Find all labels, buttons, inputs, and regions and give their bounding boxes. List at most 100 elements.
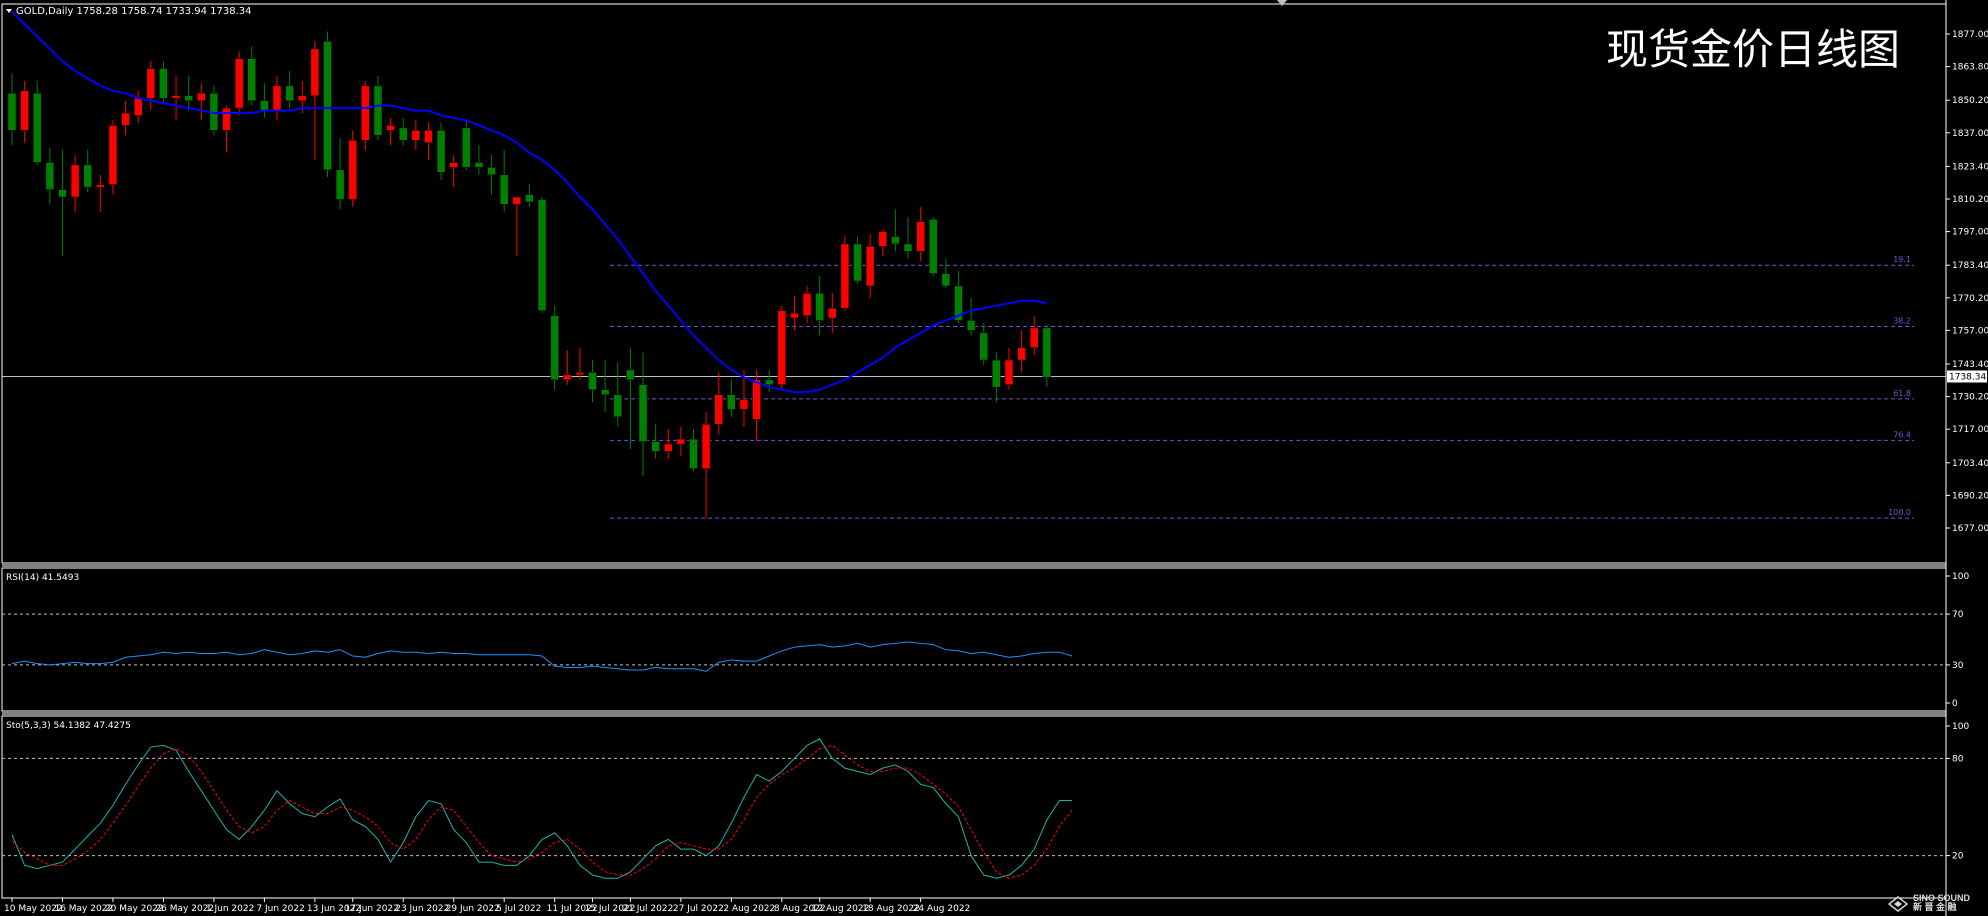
candle-body [411,130,421,141]
candle [184,75,193,111]
date-label: 27 Jul 2022 [673,904,724,914]
candle [398,117,408,146]
candle [1004,347,1014,390]
candle [676,426,686,457]
date-label: 23 Jun 2022 [395,904,449,914]
price-tick-label: 1677.00 [1952,524,1988,534]
candle-body [600,389,610,395]
date-label: 2 Aug 2022 [723,904,775,914]
candle [209,85,219,136]
candle [247,46,257,106]
sto-tick-label: 100 [1952,722,1969,732]
candle [411,120,421,151]
candle [916,206,925,262]
candle-body [146,68,156,99]
price-tick-label: 1877.00 [1952,30,1988,40]
candle [790,295,799,331]
candle [701,411,711,519]
price-tick-label: 1690.20 [1952,491,1988,501]
date-label: 24 Aug 2022 [913,904,971,914]
candle [197,83,206,121]
candle [512,196,522,257]
candle-body [1004,359,1014,385]
rsi-title: RSI(14) 41.5493 [6,573,79,583]
overlay-title: 现货金价日线图 [1606,25,1900,74]
candle-body [865,246,875,287]
candle-body [714,394,723,425]
candle [133,90,143,123]
price-tick-label: 1863.80 [1952,63,1988,73]
rsi-tick-label: 0 [1952,699,1958,709]
candle [1017,330,1026,373]
rsi-tick-label: 100 [1952,572,1969,582]
candle-body [70,164,80,198]
fib-level-label: 61.8 [1893,389,1911,398]
date-label: 8 Aug 2022 [774,904,826,914]
candle [941,258,951,289]
candle [121,100,130,136]
candle-body [663,443,673,452]
candle-body [424,130,433,143]
candle [651,424,660,459]
moving-average-line [11,11,1048,394]
candle [840,236,850,311]
candle [865,234,875,299]
candle [777,305,787,390]
candle-body [487,167,496,176]
price-tick-label: 1743.40 [1952,360,1988,370]
candle-body [966,320,976,331]
candle [462,120,471,170]
candle-body [234,58,244,109]
candle-body [588,372,597,390]
current-price-tag [1947,370,1987,383]
candle-body [979,332,988,361]
candle [550,305,559,390]
candle-body [802,293,812,316]
candle [386,117,395,146]
chart-header: GOLD,Daily 1758.28 1758.74 1733.94 1738.… [16,6,252,17]
candle-body [954,285,963,321]
candle [83,150,92,193]
candle-body [197,93,206,101]
candle [260,83,269,118]
candle-body [1017,347,1026,361]
candle-body [298,95,307,101]
candle-body [563,374,572,381]
pane-separator-2 [2,711,1946,716]
candle-body [853,243,862,282]
sto-main-line [11,738,1073,879]
candle-body [260,100,269,111]
candle [32,80,42,165]
candle-body [992,359,1001,388]
candle [992,352,1001,403]
candle-body [386,125,395,131]
candle [853,236,862,284]
candle [373,75,383,141]
candle [335,137,345,210]
sto-title: Sto(5,3,3) 54.1382 47.4275 [6,721,131,731]
fib-level-label: 100.0 [1888,508,1911,517]
candle [310,41,320,160]
watermark-line2: 新 晋 金 融 [1912,902,1957,912]
candle-body [878,231,888,247]
candle-body [474,162,484,168]
rsi-line [11,641,1073,672]
candle [575,347,585,380]
candle-body [941,273,951,287]
candle [171,75,181,121]
candle [588,360,597,403]
candle-body [361,85,370,141]
date-label: 1 Jun 2022 [206,904,254,914]
candle-body [335,169,345,200]
candle [802,285,812,323]
candle-body [903,243,913,252]
candle-body [752,379,761,420]
candle [234,51,244,116]
date-label: 17 Jun 2022 [345,904,399,914]
candle [20,80,29,143]
candle-body [1042,327,1052,378]
date-label: 5 Jul 2022 [496,904,541,914]
candle-body [83,164,92,188]
candle-body [613,394,623,418]
